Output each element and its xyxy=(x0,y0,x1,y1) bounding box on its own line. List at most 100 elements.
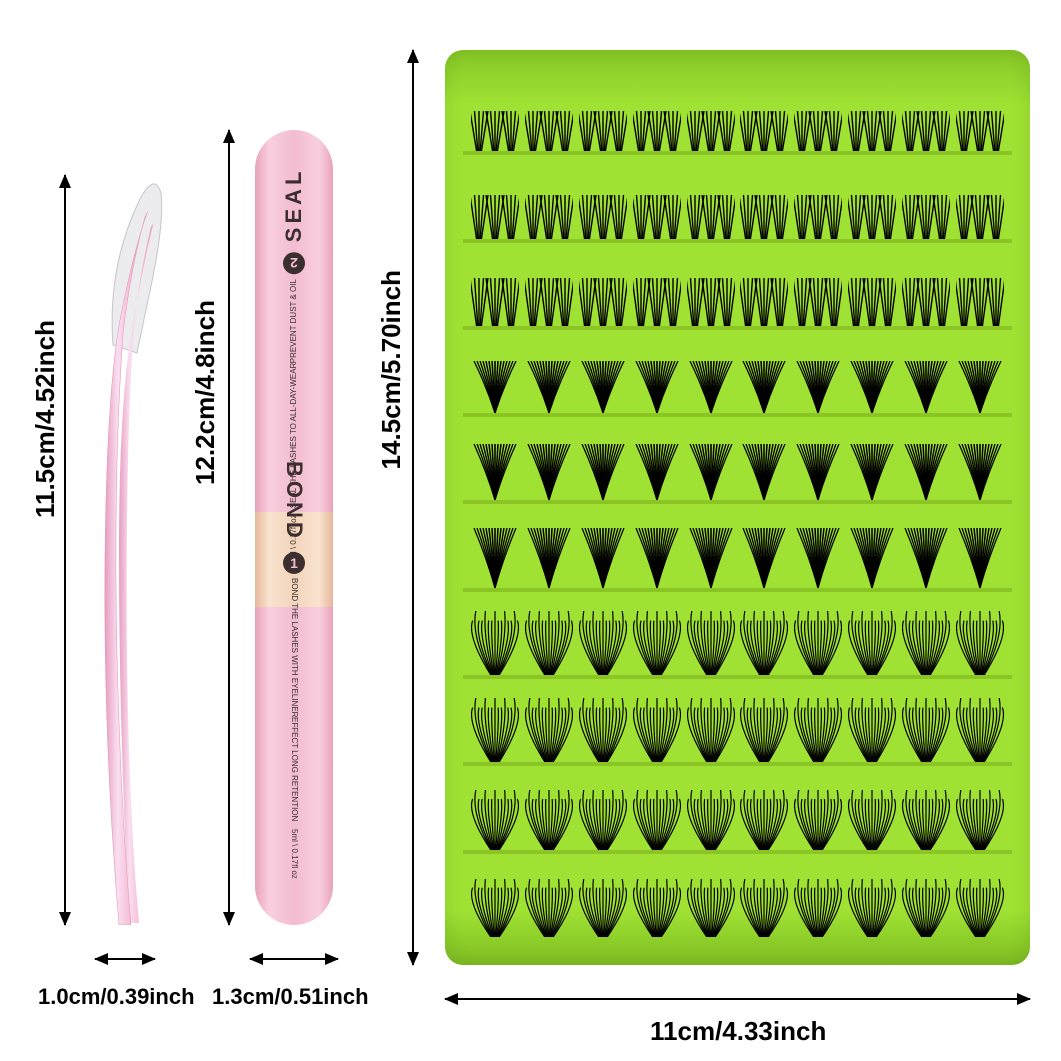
lash-cluster xyxy=(848,683,896,762)
lash-tray xyxy=(445,50,1030,965)
lash-cluster xyxy=(848,596,896,675)
lash-cluster xyxy=(902,508,950,587)
lash-cluster xyxy=(525,334,573,413)
lash-cluster xyxy=(633,858,681,937)
lash-cluster xyxy=(471,334,519,413)
lash-cluster xyxy=(579,596,627,675)
lash-cluster xyxy=(579,334,627,413)
lash-cluster xyxy=(848,858,896,937)
lash-row xyxy=(463,596,1012,679)
tweezers xyxy=(95,175,165,925)
lash-cluster xyxy=(848,508,896,587)
label-tray-height: 14.5cm/5.70inch xyxy=(376,270,407,469)
lash-cluster xyxy=(902,421,950,500)
lash-cluster xyxy=(633,72,681,151)
lash-cluster xyxy=(525,159,573,238)
lash-cluster xyxy=(633,247,681,326)
lash-cluster xyxy=(579,508,627,587)
lash-cluster xyxy=(848,247,896,326)
lash-row xyxy=(463,858,1012,937)
lash-cluster xyxy=(471,683,519,762)
lash-cluster xyxy=(956,858,1004,937)
label-tray-width: 11cm/4.33inch xyxy=(650,1016,826,1047)
lash-cluster xyxy=(579,858,627,937)
lash-cluster xyxy=(471,247,519,326)
lash-cluster xyxy=(902,683,950,762)
lash-cluster xyxy=(848,421,896,500)
lash-cluster xyxy=(687,596,735,675)
lash-cluster xyxy=(794,858,842,937)
lash-cluster xyxy=(525,247,573,326)
lash-cluster xyxy=(525,421,573,500)
lash-cluster xyxy=(956,421,1004,500)
dim-line-tray-height xyxy=(412,50,414,965)
lash-cluster xyxy=(956,247,1004,326)
lash-row xyxy=(463,421,1012,504)
tube-bottom-line2: EFFECT LONG RETENTION xyxy=(289,717,299,821)
lash-cluster xyxy=(902,72,950,151)
lash-row xyxy=(463,508,1012,591)
lash-cluster xyxy=(525,508,573,587)
lash-cluster xyxy=(633,770,681,849)
lash-cluster xyxy=(740,770,788,849)
lash-row xyxy=(463,247,1012,330)
lash-cluster xyxy=(579,72,627,151)
lash-cluster xyxy=(633,334,681,413)
tube-top-line2: PREVENT DUST & OIL xyxy=(289,278,299,362)
lash-cluster xyxy=(633,421,681,500)
lash-cluster xyxy=(848,334,896,413)
lash-cluster xyxy=(740,72,788,151)
lash-cluster xyxy=(525,72,573,151)
lash-cluster xyxy=(740,858,788,937)
lash-cluster xyxy=(687,159,735,238)
lash-row xyxy=(463,334,1012,417)
lash-cluster xyxy=(740,596,788,675)
lash-cluster xyxy=(902,247,950,326)
tube-bottom-title: BOND xyxy=(281,461,307,542)
lash-cluster xyxy=(471,159,519,238)
dim-line-tray-width xyxy=(445,998,1030,1000)
lash-cluster xyxy=(956,683,1004,762)
lash-cluster xyxy=(794,159,842,238)
lash-row xyxy=(463,72,1012,155)
lash-cluster xyxy=(956,334,1004,413)
lash-cluster xyxy=(794,770,842,849)
lash-cluster xyxy=(471,508,519,587)
lash-cluster xyxy=(794,421,842,500)
lash-row xyxy=(463,770,1012,853)
lash-cluster xyxy=(794,247,842,326)
lash-cluster xyxy=(848,72,896,151)
lash-cluster xyxy=(956,159,1004,238)
lash-cluster xyxy=(633,159,681,238)
label-tube-width: 1.3cm/0.51inch xyxy=(212,984,369,1010)
lash-cluster xyxy=(740,421,788,500)
lash-cluster xyxy=(956,508,1004,587)
tube-bottom-line1: BOND THE LASHES WITH EYELINER xyxy=(289,578,299,717)
lash-cluster xyxy=(687,247,735,326)
lash-cluster xyxy=(794,72,842,151)
lash-cluster xyxy=(579,770,627,849)
dim-line-tube-height xyxy=(228,130,230,925)
lash-cluster xyxy=(687,858,735,937)
lash-cluster xyxy=(525,858,573,937)
tube-top-number: 2 xyxy=(283,252,305,274)
lash-cluster xyxy=(794,683,842,762)
lash-cluster xyxy=(956,72,1004,151)
dim-line-tube-width xyxy=(250,958,338,960)
lash-cluster xyxy=(740,247,788,326)
label-tweezers-width: 1.0cm/0.39inch xyxy=(38,984,195,1010)
lash-cluster xyxy=(579,421,627,500)
lash-cluster xyxy=(579,683,627,762)
lash-cluster xyxy=(471,770,519,849)
lash-cluster xyxy=(902,334,950,413)
lash-cluster xyxy=(740,334,788,413)
lash-cluster xyxy=(687,770,735,849)
lash-cluster xyxy=(687,421,735,500)
lash-cluster xyxy=(794,334,842,413)
lash-row xyxy=(463,159,1012,242)
tube-bottom-number: 1 xyxy=(283,552,305,574)
lash-cluster xyxy=(687,508,735,587)
lash-cluster xyxy=(633,596,681,675)
lash-cluster xyxy=(471,858,519,937)
tweezers-icon xyxy=(95,175,165,925)
